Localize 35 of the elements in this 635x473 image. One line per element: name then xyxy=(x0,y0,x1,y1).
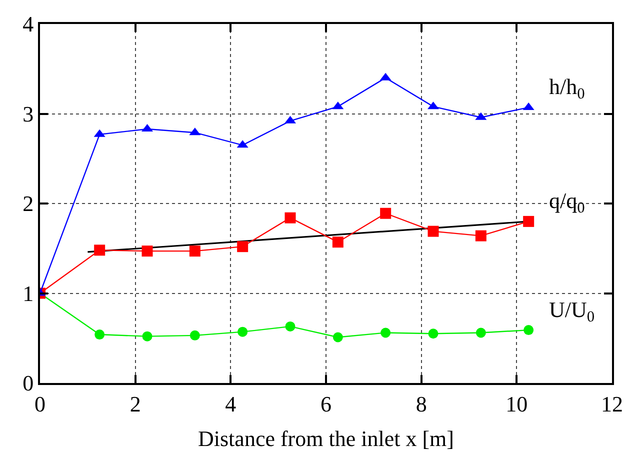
point xyxy=(190,330,200,340)
point xyxy=(428,328,438,339)
x-tick-label: 6 xyxy=(320,391,332,416)
point xyxy=(94,244,106,256)
series-label: q/q$_{0}$ xyxy=(549,188,586,217)
point xyxy=(524,325,534,336)
x-tick-label: 2 xyxy=(130,391,141,416)
point xyxy=(332,332,343,342)
point xyxy=(237,241,248,252)
point xyxy=(142,331,152,342)
point xyxy=(238,326,248,337)
y-tick-label: 4 xyxy=(22,12,34,37)
point xyxy=(94,330,105,340)
y-tick-label: 3 xyxy=(22,101,34,126)
point xyxy=(475,230,486,242)
x-tick-label: 12 xyxy=(601,391,623,416)
y-tick-label: 0 xyxy=(22,370,34,396)
series-label: U/U$_{0}$ xyxy=(549,297,595,326)
point xyxy=(523,216,534,227)
point xyxy=(285,321,296,332)
point xyxy=(189,246,200,257)
x-tick-label: 10 xyxy=(506,391,528,416)
x-axis-title: Distance from the inlet x [m] xyxy=(198,426,454,451)
point xyxy=(380,208,392,219)
x-tick-label: 8 xyxy=(416,391,427,416)
y-tick-label: 2 xyxy=(22,191,34,216)
y-tick-label: 1 xyxy=(22,280,34,306)
point xyxy=(380,328,391,338)
point xyxy=(284,212,296,224)
series-label: h/h$_{0}$ xyxy=(549,74,586,103)
point xyxy=(142,246,153,257)
point xyxy=(476,328,486,338)
x-tick-label: 4 xyxy=(225,391,236,416)
point xyxy=(332,236,344,248)
point xyxy=(428,226,439,237)
